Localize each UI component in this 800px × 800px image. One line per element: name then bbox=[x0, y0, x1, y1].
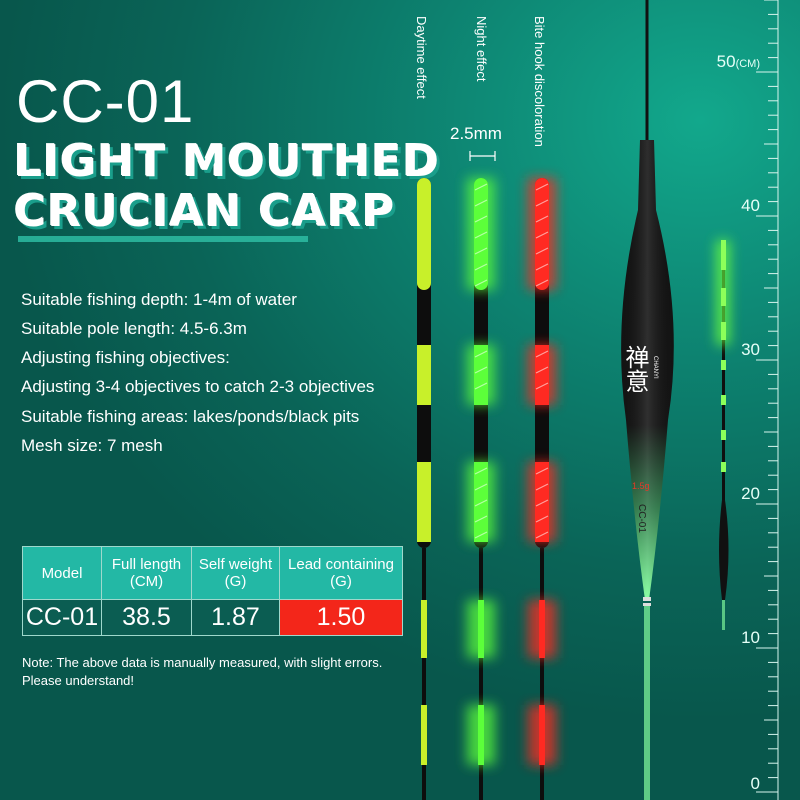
stick-tip-segment bbox=[478, 705, 484, 765]
stick-tip-segment bbox=[539, 600, 545, 658]
brand-cn: 禅意 bbox=[621, 345, 648, 393]
cell-lead: 1.50 bbox=[279, 599, 403, 636]
stick-tip-segment bbox=[478, 600, 484, 658]
cell-length: 38.5 bbox=[101, 599, 192, 636]
spec-mesh: Mesh size: 7 mesh bbox=[21, 436, 163, 455]
diameter-label: 2.5mm bbox=[450, 124, 502, 143]
cell-weight: 1.87 bbox=[191, 599, 280, 636]
disclaimer-note: Note: The above data is manually measure… bbox=[22, 655, 383, 688]
brand-en: CHANYI bbox=[652, 356, 658, 379]
weight-mark: 1.5g bbox=[632, 481, 650, 491]
headline-line-1: LIGHT MOUTHED bbox=[14, 136, 441, 187]
model-title: CC-01 bbox=[16, 68, 195, 135]
model-mark: CC-01 bbox=[636, 504, 647, 533]
float-large bbox=[621, 0, 674, 800]
ruler-label-10: 10 bbox=[741, 628, 760, 647]
headline-line-2: CRUCIAN CARP bbox=[14, 186, 396, 237]
diameter-bracket bbox=[469, 151, 496, 161]
header-full-length: Full length (CM) bbox=[101, 546, 192, 600]
table-header-row: Model Full length (CM) Self weight (G) Lea… bbox=[22, 546, 403, 600]
stick-tip-segment bbox=[421, 705, 427, 765]
label-night: Night effect bbox=[474, 16, 489, 82]
stick-bite bbox=[528, 178, 556, 800]
stick-segment bbox=[417, 345, 431, 405]
stick-segment bbox=[535, 462, 549, 542]
stick-tip-segment bbox=[421, 600, 427, 658]
stick-segment bbox=[417, 178, 431, 290]
stick-tip-segment bbox=[539, 705, 545, 765]
spec-areas: Suitable fishing areas: lakes/ponds/blac… bbox=[21, 407, 360, 426]
header-lead: Lead containing (G) bbox=[279, 546, 403, 600]
spec-objectives-detail: Adjusting 3-4 objectives to catch 2-3 ob… bbox=[21, 377, 375, 396]
stick-segment bbox=[474, 178, 488, 290]
cell-model: CC-01 bbox=[22, 599, 102, 636]
ruler-label-0: 0 bbox=[750, 774, 760, 793]
stick-night bbox=[467, 178, 495, 800]
spec-objectives: Adjusting fishing objectives: bbox=[21, 348, 230, 367]
stick-segment bbox=[474, 462, 488, 542]
stick-segment bbox=[535, 345, 549, 405]
stick-segment bbox=[535, 178, 549, 290]
table-row: CC-01 38.5 1.87 1.50 bbox=[22, 599, 403, 636]
float-small bbox=[716, 240, 730, 630]
ruler-label-40: 40 bbox=[741, 196, 760, 215]
label-bite: Bite hook discoloration bbox=[532, 16, 547, 147]
label-daytime: Daytime effect bbox=[414, 16, 429, 99]
ruler-label-30: 30 bbox=[741, 340, 760, 359]
ruler-label-50: 50(CM) bbox=[716, 52, 760, 71]
stick-segment bbox=[417, 462, 431, 542]
spec-pole-length: Suitable pole length: 4.5-6.3m bbox=[21, 319, 247, 338]
headline-underline bbox=[18, 236, 308, 242]
stick-segment bbox=[474, 345, 488, 405]
header-self-weight: Self weight (G) bbox=[191, 546, 280, 600]
stick-daytime bbox=[417, 178, 431, 800]
spec-depth: Suitable fishing depth: 1-4m of water bbox=[21, 290, 297, 309]
ruler-label-20: 20 bbox=[741, 484, 760, 503]
spec-table: Model Full length (CM) Self weight (G) Lea… bbox=[22, 546, 403, 636]
ruler bbox=[756, 0, 779, 800]
